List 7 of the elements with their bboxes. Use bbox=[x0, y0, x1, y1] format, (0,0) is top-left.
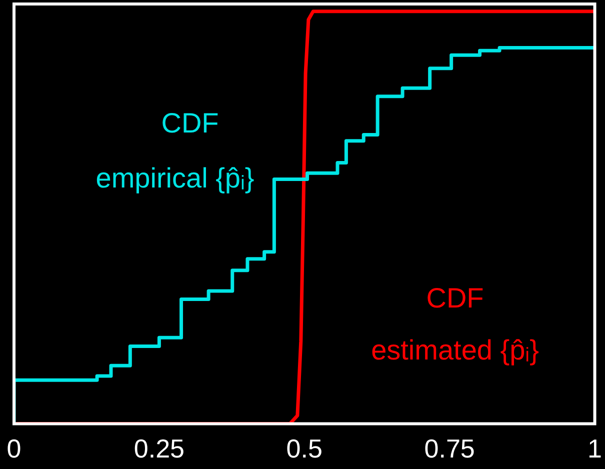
series-label: CDF empirical {p̂ᵢ} bbox=[96, 108, 254, 194]
x-tick-label: 1 bbox=[588, 434, 602, 464]
x-tick-label: 0.25 bbox=[134, 434, 184, 464]
x-tick-label: 0 bbox=[6, 434, 22, 464]
x-tick-label: 0.5 bbox=[286, 434, 322, 464]
x-tick-label: 0.75 bbox=[424, 434, 475, 464]
text: CDF estimated {p̂ᵢ} bbox=[371, 282, 539, 366]
